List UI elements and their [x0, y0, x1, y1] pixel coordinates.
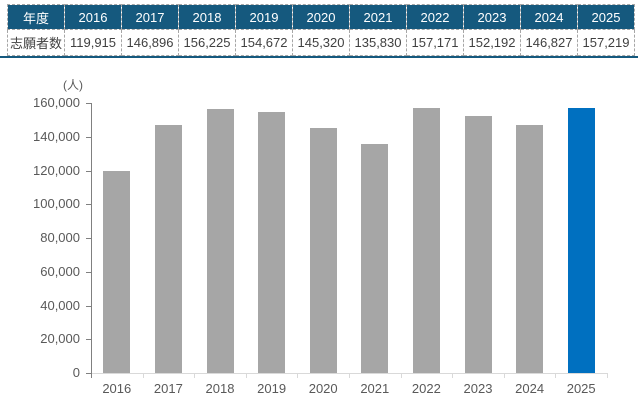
- y-axis-tick-mark: [86, 204, 91, 206]
- value-cell-2025: 157,219: [577, 29, 635, 56]
- x-axis-tick-mark: [503, 373, 505, 378]
- year-header-cell-2025: 2025: [577, 4, 635, 30]
- x-axis-tick-mark: [452, 373, 454, 378]
- bar-2016: [103, 170, 131, 373]
- bar-2018: [206, 109, 234, 373]
- bar-2020: [309, 127, 337, 373]
- bar-2021: [361, 143, 389, 373]
- y-axis-tick-mark: [86, 136, 91, 138]
- x-axis-tick-mark: [555, 373, 557, 378]
- x-axis-tick-mark: [400, 373, 402, 378]
- x-axis-category-label: 2022: [411, 381, 441, 396]
- x-axis-category-label: 2020: [308, 381, 338, 396]
- x-axis-tick-mark: [142, 373, 144, 378]
- value-cell-2023: 152,192: [463, 29, 521, 56]
- x-axis-category-label: 2018: [205, 381, 235, 396]
- x-axis-category-label: 2016: [102, 381, 132, 396]
- x-axis-tick-mark: [297, 373, 299, 378]
- y-axis-tick-mark: [86, 339, 91, 341]
- bar-2025: [567, 107, 595, 373]
- table-data-row: 志願者数 119,915 146,896 156,225 154,672 145,320 1…: [7, 29, 635, 56]
- table-header-row: 年度 2016 2017 2018 2019 2020 2021 2022 2023 2024 20…: [7, 4, 635, 30]
- x-axis-category-label: 2019: [257, 381, 287, 396]
- year-header-cell-2021: 2021: [349, 4, 407, 30]
- x-axis-tick-mark: [607, 373, 608, 378]
- row-label-cell: 志願者数: [7, 29, 65, 56]
- y-axis-tick-label: 60,000: [40, 263, 80, 279]
- year-header-cell-2019: 2019: [235, 4, 293, 30]
- x-axis-category-label: 2024: [515, 381, 545, 396]
- x-axis-tick-mark: [245, 373, 247, 378]
- value-cell-2018: 156,225: [178, 29, 236, 56]
- y-axis-tick-mark: [86, 271, 91, 273]
- y-axis-tick-mark: [86, 373, 91, 374]
- y-axis-tick-label: 140,000: [33, 128, 80, 144]
- year-header-cell-2020: 2020: [292, 4, 350, 30]
- table-bottom-rule: [0, 56, 638, 58]
- applicants-table: 年度 2016 2017 2018 2019 2020 2021 2022 2023 2024 20…: [7, 4, 635, 56]
- year-header-cell-2023: 2023: [463, 4, 521, 30]
- x-axis-tick-mark: [91, 373, 92, 378]
- y-axis-tick-mark: [86, 305, 91, 307]
- y-axis-tick-label: 40,000: [40, 297, 80, 313]
- x-axis-category-label: 2023: [463, 381, 493, 396]
- y-axis-tick-mark: [86, 103, 91, 104]
- y-axis-tick-label: 160,000: [33, 95, 80, 110]
- bar-2023: [464, 116, 492, 373]
- y-axis-tick-mark: [86, 170, 91, 172]
- x-axis-tick-mark: [194, 373, 196, 378]
- x-axis-category-label: 2017: [153, 381, 183, 396]
- y-axis-tick-label: 100,000: [33, 196, 80, 212]
- y-axis-tick-mark: [86, 238, 91, 239]
- value-cell-2022: 157,171: [406, 29, 464, 56]
- y-axis-unit-label: (人): [63, 78, 83, 92]
- y-axis-line: [91, 103, 92, 373]
- y-axis-tick-label: 120,000: [33, 162, 80, 178]
- value-cell-2016: 119,915: [64, 29, 122, 56]
- y-axis-tick-label: 0: [72, 365, 80, 380]
- value-cell-2017: 146,896: [121, 29, 179, 56]
- value-cell-2021: 135,830: [349, 29, 407, 56]
- x-axis-tick-mark: [349, 373, 350, 378]
- value-cell-2020: 145,320: [292, 29, 350, 56]
- y-axis-tick-label: 80,000: [40, 230, 80, 245]
- year-header-cell-2022: 2022: [406, 4, 464, 30]
- bar-2024: [516, 125, 544, 373]
- x-axis-category-label: 2021: [360, 381, 390, 396]
- bar-2017: [154, 125, 182, 373]
- bar-2019: [258, 111, 286, 373]
- table-corner-header: 年度: [7, 4, 65, 30]
- y-axis-tick-label: 20,000: [40, 331, 80, 347]
- value-cell-2024: 146,827: [520, 29, 578, 56]
- year-header-cell-2024: 2024: [520, 4, 578, 30]
- bar-2022: [412, 107, 440, 373]
- x-axis-category-label: 2025: [566, 381, 596, 396]
